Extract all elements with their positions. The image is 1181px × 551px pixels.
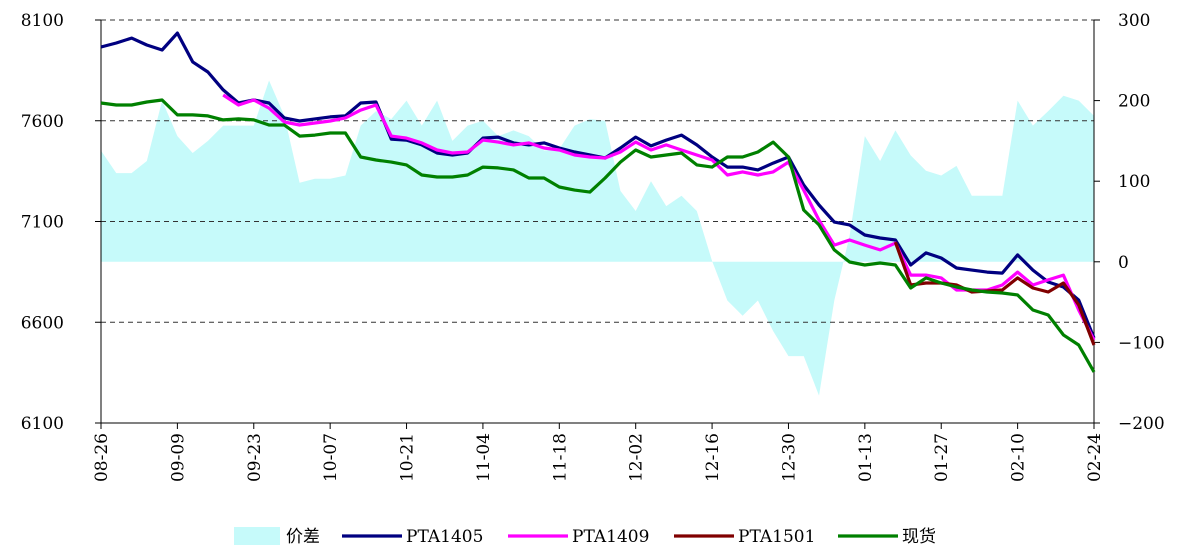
series-line — [893, 241, 1096, 346]
y2-tick-label: 300 — [1118, 11, 1150, 31]
legend-label: PTA1409 — [572, 527, 649, 547]
x-tick-label: 10-07 — [321, 433, 341, 482]
x-tick-label: 10-21 — [398, 433, 418, 482]
x-tick-label: 12-30 — [779, 433, 799, 482]
y2-tick-label: 0 — [1118, 253, 1129, 273]
y-tick-label: 6600 — [21, 313, 64, 333]
spread-area — [101, 80, 1094, 396]
y-tick-label: 8100 — [21, 11, 64, 31]
y-tick-label: 6100 — [21, 414, 64, 434]
y2-tick-label: −100 — [1118, 333, 1165, 353]
x-tick-label: 01-13 — [856, 433, 876, 482]
legend-label: 价差 — [286, 527, 320, 547]
legend-label: PTA1405 — [406, 527, 483, 547]
x-tick-label: 12-02 — [627, 433, 647, 482]
y2-tick-label: 100 — [1118, 172, 1150, 192]
x-tick-label: 09-09 — [168, 433, 188, 482]
x-tick-label: 09-23 — [245, 433, 265, 482]
legend-label: PTA1501 — [738, 527, 815, 547]
legend-swatch — [234, 527, 280, 545]
x-tick-label: 01-27 — [932, 433, 952, 482]
x-tick-label: 11-04 — [474, 433, 494, 482]
x-tick-label: 02-10 — [1009, 433, 1029, 482]
y2-tick-label: 200 — [1118, 92, 1150, 112]
y-tick-label: 7100 — [21, 213, 64, 233]
y2-tick-label: −200 — [1118, 414, 1165, 434]
x-tick-label: 08-26 — [92, 433, 112, 482]
x-tick-label: 12-16 — [703, 433, 723, 482]
series-line — [100, 98, 1096, 373]
legend-label: 现货 — [902, 527, 936, 547]
x-tick-label: 02-24 — [1085, 433, 1105, 482]
y-tick-label: 7600 — [21, 112, 64, 132]
x-tick-label: 11-18 — [550, 433, 570, 482]
